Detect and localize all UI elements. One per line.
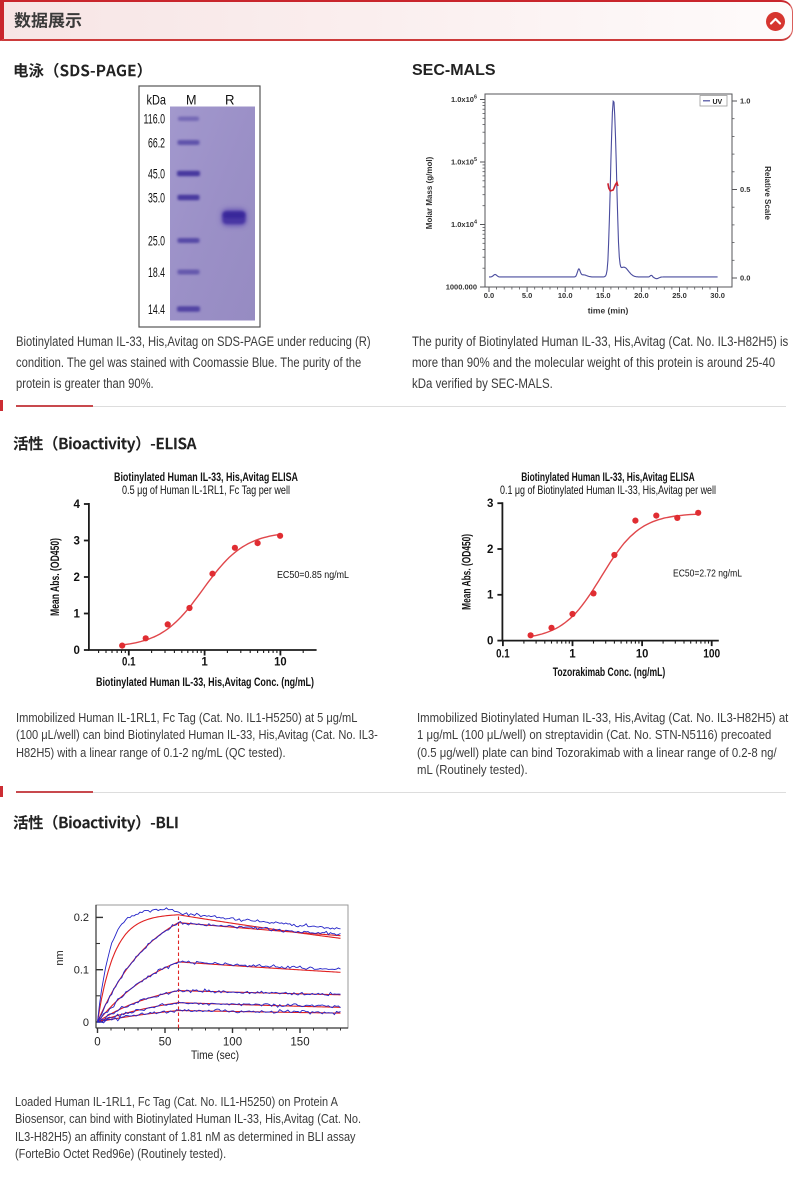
svg-text:Time (sec): Time (sec) [191, 1048, 239, 1062]
svg-text:M: M [186, 92, 197, 108]
svg-text:0: 0 [94, 1037, 100, 1049]
svg-text:Molar Mass (g/mol): Molar Mass (g/mol) [425, 156, 434, 229]
svg-text:1: 1 [201, 657, 208, 669]
svg-text:0.1: 0.1 [122, 657, 136, 669]
svg-text:10: 10 [636, 649, 649, 661]
svg-text:0.0: 0.0 [484, 291, 494, 300]
svg-text:1.0x106: 1.0x106 [451, 95, 477, 105]
svg-text:14.4: 14.4 [148, 302, 165, 317]
svg-text:1000.000: 1000.000 [446, 283, 477, 292]
svg-text:1: 1 [487, 590, 494, 602]
svg-text:0.5: 0.5 [740, 185, 750, 194]
svg-text:0.2: 0.2 [74, 912, 89, 924]
svg-text:Mean Abs. (OD450): Mean Abs. (OD450) [50, 538, 62, 616]
svg-text:3: 3 [487, 498, 493, 510]
svg-text:Mean Abs. (OD450): Mean Abs. (OD450) [462, 534, 474, 610]
svg-text:0: 0 [487, 635, 493, 647]
svg-text:3: 3 [73, 535, 79, 547]
svg-text:5.0: 5.0 [522, 291, 532, 300]
svg-text:1.0x105: 1.0x105 [451, 157, 477, 167]
svg-text:4: 4 [73, 499, 80, 511]
svg-text:Biotinylated Human IL-33, His,: Biotinylated Human IL-33, His,Avitag Con… [96, 675, 314, 689]
svg-text:nm: nm [54, 950, 66, 965]
svg-text:2: 2 [73, 572, 79, 584]
svg-text:100: 100 [223, 1037, 242, 1049]
svg-text:25.0: 25.0 [672, 291, 687, 300]
svg-text:0.1: 0.1 [74, 965, 89, 977]
svg-text:1: 1 [73, 608, 80, 620]
svg-text:time (min): time (min) [588, 306, 629, 316]
svg-text:116.0: 116.0 [144, 112, 166, 127]
svg-text:UV: UV [713, 99, 723, 106]
svg-text:25.0: 25.0 [148, 233, 165, 248]
svg-text:2: 2 [487, 544, 493, 556]
svg-text:18.4: 18.4 [148, 265, 165, 280]
svg-text:15.0: 15.0 [596, 291, 611, 300]
svg-text:100: 100 [703, 649, 720, 661]
svg-text:0.0: 0.0 [740, 274, 750, 283]
svg-text:30.0: 30.0 [710, 291, 725, 300]
svg-text:50: 50 [159, 1037, 172, 1049]
svg-text:0.1 μg of Biotinylated Human I: 0.1 μg of Biotinylated Human IL-33, His,… [500, 483, 716, 497]
svg-text:0.5 μg of Human IL-1RL1, Fc Ta: 0.5 μg of Human IL-1RL1, Fc Tag per well [122, 483, 290, 497]
svg-text:35.0: 35.0 [148, 190, 165, 205]
svg-text:150: 150 [290, 1037, 309, 1049]
svg-text:1.0: 1.0 [740, 97, 750, 106]
svg-text:EC50=2.72 ng/mL: EC50=2.72 ng/mL [673, 567, 742, 579]
svg-text:EC50=0.85 ng/mL: EC50=0.85 ng/mL [277, 569, 349, 581]
svg-text:Relative Scale: Relative Scale [763, 166, 772, 220]
svg-text:0: 0 [73, 645, 79, 657]
svg-text:10.0: 10.0 [558, 291, 573, 300]
svg-text:10: 10 [274, 657, 287, 669]
svg-text:0.1: 0.1 [496, 649, 510, 661]
svg-text:0: 0 [83, 1017, 89, 1029]
svg-text:20.0: 20.0 [634, 291, 649, 300]
svg-text:kDa: kDa [147, 92, 167, 108]
svg-text:Tozorakimab Conc. (ng/mL): Tozorakimab Conc. (ng/mL) [553, 665, 666, 679]
svg-text:1: 1 [569, 649, 576, 661]
svg-text:66.2: 66.2 [148, 135, 165, 150]
svg-text:Biotinylated Human IL-33, His,: Biotinylated Human IL-33, His,Avitag ELI… [114, 470, 298, 484]
svg-text:Biotinylated Human IL-33, His,: Biotinylated Human IL-33, His,Avitag ELI… [521, 470, 695, 484]
svg-text:45.0: 45.0 [148, 166, 165, 181]
svg-text:R: R [225, 92, 235, 108]
svg-text:1.0x104: 1.0x104 [451, 220, 478, 230]
